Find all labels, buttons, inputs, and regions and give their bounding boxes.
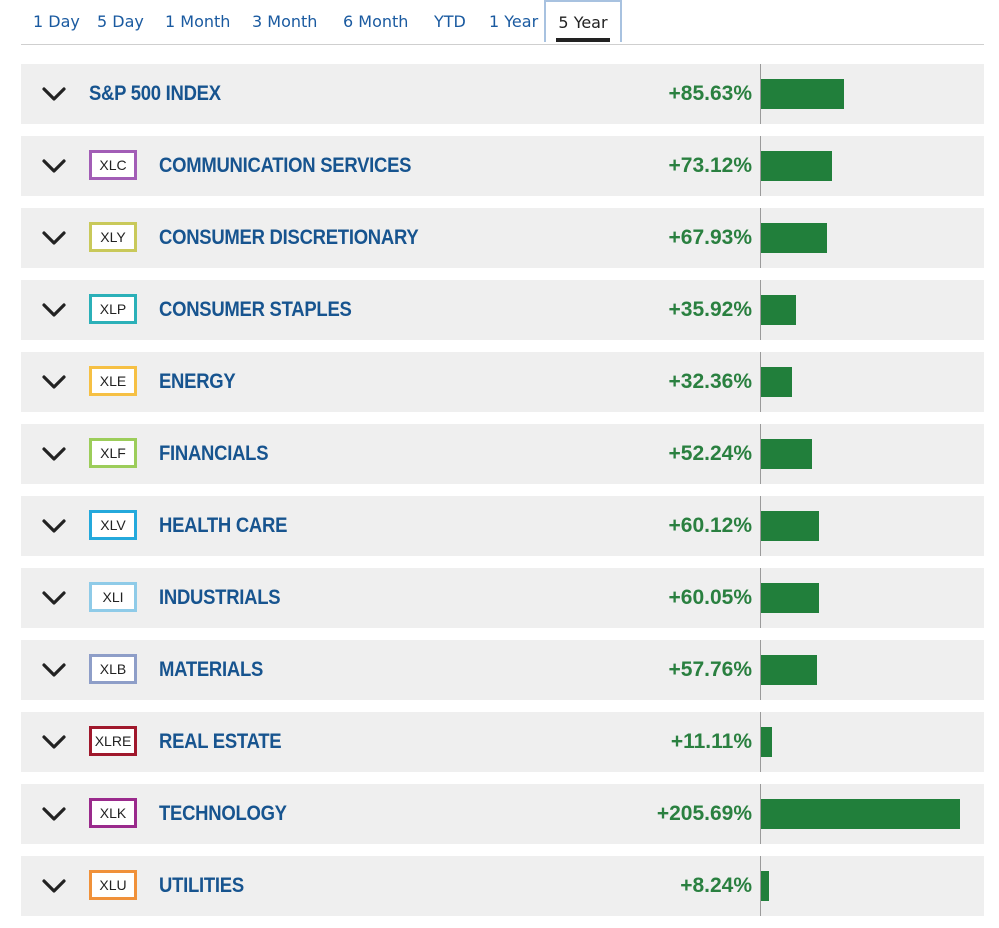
percent-change: +67.93% <box>668 226 753 249</box>
chevron-down-icon[interactable] <box>41 223 67 253</box>
tab-1-month[interactable]: 1 Month <box>165 12 231 31</box>
sector-row[interactable]: XLE ENERGY +32.36% <box>21 352 984 412</box>
ticker-badge: XLU <box>89 870 137 900</box>
sector-name[interactable]: UTILITIES <box>159 874 244 897</box>
chevron-down-icon[interactable] <box>41 871 67 901</box>
percent-change: +52.24% <box>668 442 753 465</box>
chevron-down-icon[interactable] <box>41 151 67 181</box>
chevron-down-icon[interactable] <box>41 439 67 469</box>
chevron-down-icon[interactable] <box>41 79 67 109</box>
tab-5-year[interactable]: 5 Year <box>544 0 622 42</box>
bar-axis <box>760 280 761 340</box>
sector-name[interactable]: FINANCIALS <box>159 442 269 465</box>
chevron-down-icon[interactable] <box>41 367 67 397</box>
performance-bar <box>761 583 819 613</box>
bar-axis <box>760 712 761 772</box>
percent-change: +60.05% <box>668 586 753 609</box>
performance-bar <box>761 727 772 757</box>
sector-name[interactable]: INDUSTRIALS <box>159 586 281 609</box>
bar-axis <box>760 640 761 700</box>
performance-bar <box>761 79 844 109</box>
performance-bar <box>761 223 827 253</box>
bar-axis <box>760 136 761 196</box>
ticker-badge: XLK <box>89 798 137 828</box>
sector-row[interactable]: XLU UTILITIES +8.24% <box>21 856 984 916</box>
bar-axis <box>760 784 761 844</box>
performance-bar <box>761 151 832 181</box>
sector-name[interactable]: MATERIALS <box>159 658 264 681</box>
tab-5-day[interactable]: 5 Day <box>97 12 144 31</box>
performance-bar <box>761 295 796 325</box>
percent-change: +35.92% <box>668 298 753 321</box>
sector-name[interactable]: HEALTH CARE <box>159 514 288 537</box>
percent-change: +205.69% <box>656 802 752 825</box>
chevron-down-icon[interactable] <box>41 295 67 325</box>
bar-axis <box>760 208 761 268</box>
tab-6-month[interactable]: 6 Month <box>343 12 409 31</box>
sector-name[interactable]: ENERGY <box>159 370 236 393</box>
sector-list: S&P 500 INDEX +85.63% XLC COMMUNICATION SER… <box>21 64 984 928</box>
ticker-badge: XLB <box>89 654 137 684</box>
sector-row[interactable]: XLY CONSUMER DISCRETIONARY +67.93% <box>21 208 984 268</box>
ticker-badge: XLI <box>89 582 137 612</box>
tab-1-year[interactable]: 1 Year <box>489 12 539 31</box>
bar-axis <box>760 496 761 556</box>
bar-axis <box>760 856 761 916</box>
sector-name[interactable]: CONSUMER STAPLES <box>159 298 352 321</box>
sector-row[interactable]: XLB MATERIALS +57.76% <box>21 640 984 700</box>
ticker-badge: XLE <box>89 366 137 396</box>
sector-row[interactable]: S&P 500 INDEX +85.63% <box>21 64 984 124</box>
tab-ytd[interactable]: YTD <box>434 12 466 31</box>
performance-bar <box>761 799 960 829</box>
sector-name[interactable]: TECHNOLOGY <box>159 802 287 825</box>
ticker-badge: XLP <box>89 294 137 324</box>
percent-change: +60.12% <box>668 514 753 537</box>
performance-bar <box>761 871 769 901</box>
sector-row[interactable]: XLRE REAL ESTATE +11.11% <box>21 712 984 772</box>
ticker-badge: XLF <box>89 438 137 468</box>
bar-axis <box>760 424 761 484</box>
performance-bar <box>761 655 817 685</box>
chevron-down-icon[interactable] <box>41 655 67 685</box>
tab-1-day[interactable]: 1 Day <box>33 12 80 31</box>
percent-change: +32.36% <box>668 370 753 393</box>
tab-3-month[interactable]: 3 Month <box>252 12 318 31</box>
timeframe-tabs: 1 Day 5 Day 1 Month 3 Month 6 Month YTD 1 Year… <box>21 0 984 45</box>
ticker-badge: XLV <box>89 510 137 540</box>
performance-bar <box>761 439 812 469</box>
percent-change: +57.76% <box>668 658 753 681</box>
performance-bar <box>761 511 819 541</box>
sector-name[interactable]: REAL ESTATE <box>159 730 282 753</box>
chevron-down-icon[interactable] <box>41 799 67 829</box>
sector-name[interactable]: COMMUNICATION SERVICES <box>159 154 412 177</box>
percent-change: +85.63% <box>668 82 753 105</box>
sector-name[interactable]: CONSUMER DISCRETIONARY <box>159 226 419 249</box>
bar-axis <box>760 352 761 412</box>
ticker-badge: XLRE <box>89 726 137 756</box>
sector-row[interactable]: XLP CONSUMER STAPLES +35.92% <box>21 280 984 340</box>
sector-name[interactable]: S&P 500 INDEX <box>89 82 221 105</box>
sector-row[interactable]: XLV HEALTH CARE +60.12% <box>21 496 984 556</box>
sector-row[interactable]: XLK TECHNOLOGY +205.69% <box>21 784 984 844</box>
bar-axis <box>760 568 761 628</box>
ticker-badge: XLY <box>89 222 137 252</box>
sector-row[interactable]: XLC COMMUNICATION SERVICES +73.12% <box>21 136 984 196</box>
chevron-down-icon[interactable] <box>41 583 67 613</box>
sector-row[interactable]: XLF FINANCIALS +52.24% <box>21 424 984 484</box>
chevron-down-icon[interactable] <box>41 511 67 541</box>
ticker-badge: XLC <box>89 150 137 180</box>
percent-change: +73.12% <box>668 154 753 177</box>
percent-change: +11.11% <box>670 730 752 753</box>
performance-bar <box>761 367 792 397</box>
bar-axis <box>760 64 761 124</box>
sector-row[interactable]: XLI INDUSTRIALS +60.05% <box>21 568 984 628</box>
chevron-down-icon[interactable] <box>41 727 67 757</box>
percent-change: +8.24% <box>680 874 752 897</box>
